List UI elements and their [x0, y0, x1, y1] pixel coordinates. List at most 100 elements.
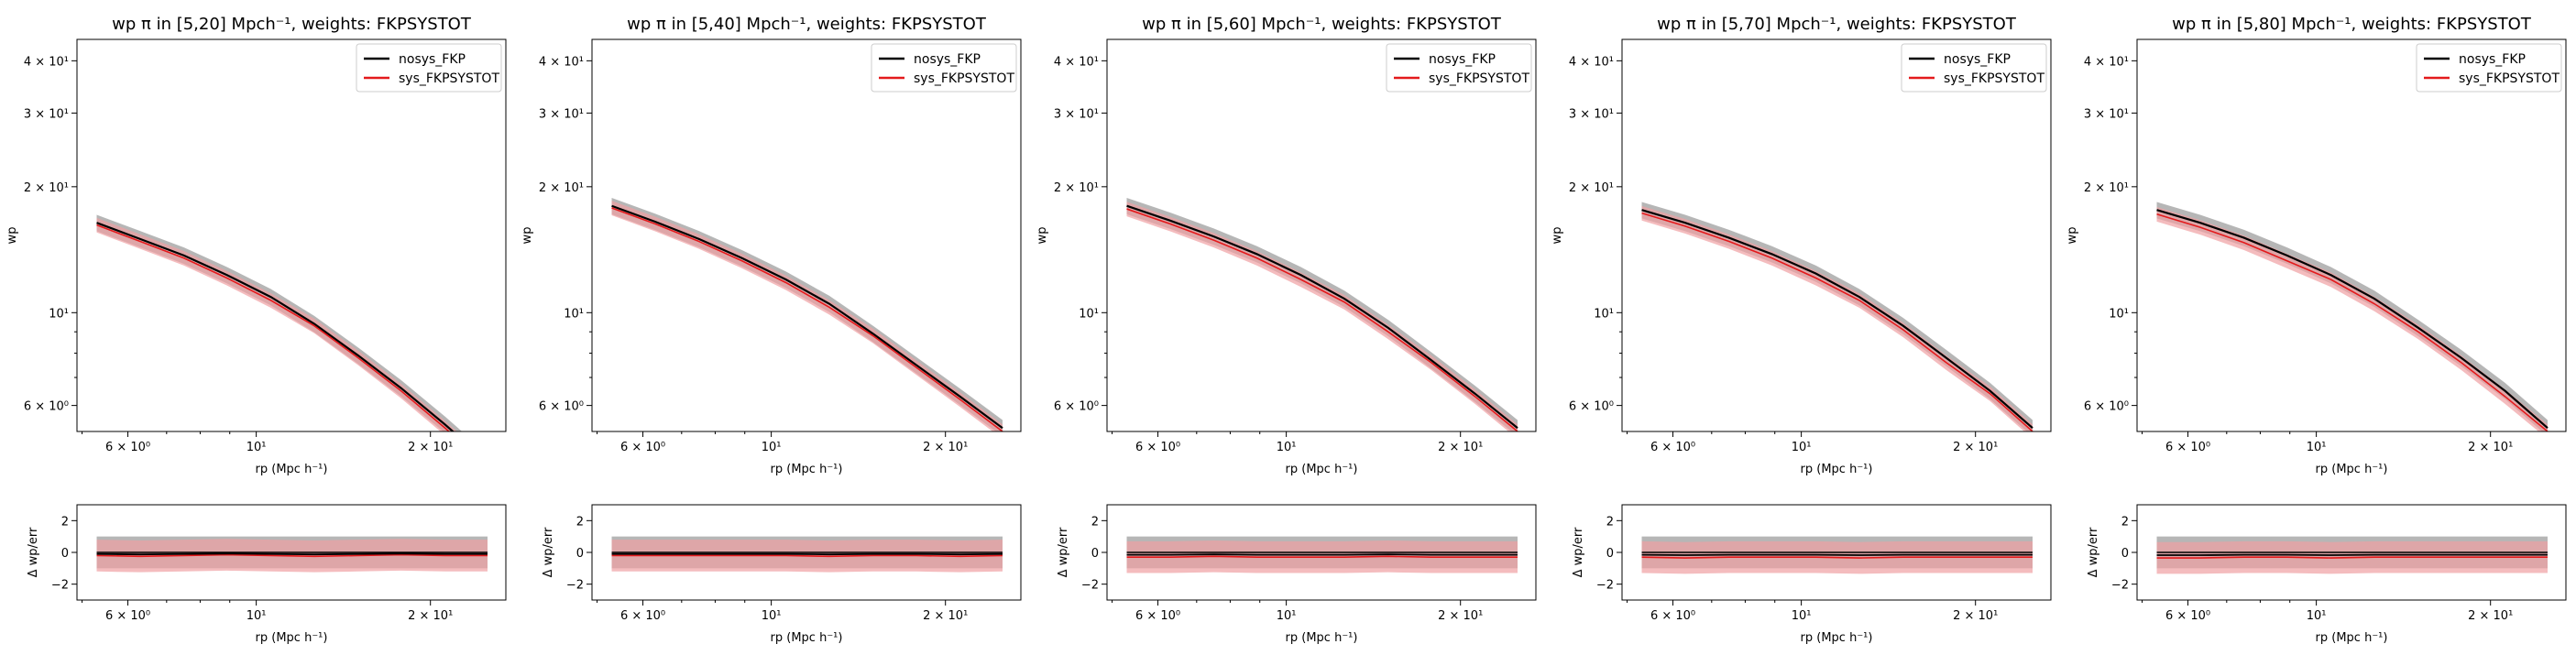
- legend-label: nosys_FKP: [1944, 52, 2011, 67]
- legend: nosys_FKP sys_FKPSYSTOT: [1386, 43, 1532, 93]
- series-line-nosys: [96, 222, 455, 431]
- residual-line-sys: [1126, 555, 1518, 559]
- series-line-sys: [611, 207, 1003, 431]
- y-tick-label: 3 × 10¹: [539, 107, 584, 121]
- sys-error-band: [96, 217, 457, 431]
- legend-label: nosys_FKP: [1429, 52, 1496, 67]
- x-axis-label: rp (Mpc h⁻¹): [256, 463, 328, 476]
- x-tick-label: 6 × 10⁰: [1650, 609, 1695, 623]
- y-tick-label: 4 × 10¹: [1569, 55, 1614, 69]
- residual-y-tick-label: 2: [1606, 515, 1614, 529]
- y-tick-label: 3 × 10¹: [1054, 107, 1099, 121]
- chart-panel: wp π in [5,20] Mpch⁻¹, weights: FKPSYSTO…: [5, 15, 507, 645]
- y-axis-label: wp: [1551, 227, 1564, 245]
- series-line-sys: [1126, 208, 1518, 431]
- y-tick-label: 6 × 10⁰: [1054, 400, 1099, 414]
- chart-panel: wp π in [5,40] Mpch⁻¹, weights: FKPSYSTO…: [521, 15, 1022, 645]
- chart-panel: wp π in [5,80] Mpch⁻¹, weights: FKPSYSTO…: [2066, 15, 2567, 645]
- legend: nosys_FKP sys_FKPSYSTOT: [356, 43, 502, 93]
- main-axes-frame: [1106, 38, 1537, 432]
- x-axis-label: rp (Mpc h⁻¹): [1801, 463, 1873, 476]
- y-tick-label: 3 × 10¹: [24, 107, 69, 121]
- legend-label: nosys_FKP: [2459, 52, 2526, 67]
- residual-y-axis-label: Δ wp/err: [542, 527, 555, 577]
- chart-title: wp π in [5,20] Mpch⁻¹, weights: FKPSYSTO…: [112, 15, 472, 34]
- x-tick-label: 6 × 10⁰: [1135, 441, 1180, 454]
- residual-y-tick-label: 2: [61, 515, 69, 529]
- legend-box: [356, 43, 502, 93]
- y-tick-label: 10¹: [2109, 307, 2129, 321]
- y-tick-label: 2 × 10¹: [1569, 181, 1614, 195]
- y-tick-label: 2 × 10¹: [1054, 181, 1099, 195]
- legend-label: sys_FKPSYSTOT: [2459, 71, 2560, 86]
- residual-x-axis-label: rp (Mpc h⁻¹): [2316, 631, 2388, 645]
- residual-y-axis-label: Δ wp/err: [1572, 527, 1585, 577]
- y-tick-label: 6 × 10⁰: [539, 400, 584, 414]
- y-tick-label: 4 × 10¹: [539, 55, 584, 69]
- y-tick-label: 10¹: [564, 307, 584, 321]
- x-tick-label: 6 × 10⁰: [620, 441, 665, 454]
- x-tick-label: 6 × 10⁰: [1650, 441, 1695, 454]
- y-tick-label: 10¹: [1079, 307, 1099, 321]
- x-tick-label: 2 × 10¹: [923, 609, 968, 623]
- residual-y-tick-label: 0: [61, 547, 69, 561]
- y-axis-label: wp: [5, 227, 19, 245]
- main-plot-area: [2156, 202, 2549, 431]
- main-plot-area: [1126, 197, 1518, 431]
- y-tick-label: 3 × 10¹: [1569, 107, 1614, 121]
- legend-label: nosys_FKP: [914, 52, 981, 67]
- y-axis-label: wp: [521, 227, 534, 245]
- series-line-sys: [2156, 213, 2549, 431]
- x-tick-label: 2 × 10¹: [1438, 609, 1483, 623]
- chart-title: wp π in [5,60] Mpch⁻¹, weights: FKPSYSTO…: [1142, 15, 1502, 34]
- series-line-nosys: [2156, 209, 2549, 430]
- legend-label: sys_FKPSYSTOT: [914, 71, 1014, 86]
- residual-y-tick-label: 0: [1606, 547, 1614, 561]
- legend-label: sys_FKPSYSTOT: [1429, 71, 1529, 86]
- y-tick-label: 2 × 10¹: [24, 181, 69, 195]
- y-tick-label: 3 × 10¹: [2084, 107, 2129, 121]
- y-axis-label: wp: [1036, 227, 1049, 245]
- main-plot-area: [1641, 202, 2033, 431]
- x-tick-label: 10¹: [247, 441, 267, 454]
- y-tick-label: 4 × 10¹: [1054, 55, 1099, 69]
- residual-y-axis-label: Δ wp/err: [27, 527, 40, 577]
- x-tick-label: 6 × 10⁰: [105, 441, 150, 454]
- legend-label: sys_FKPSYSTOT: [1944, 71, 2044, 86]
- residual-y-tick-label: −2: [566, 579, 584, 593]
- x-tick-label: 10¹: [2307, 609, 2327, 623]
- series-line-sys: [1641, 212, 2033, 431]
- x-tick-label: 10¹: [762, 609, 782, 623]
- x-tick-label: 10¹: [1277, 441, 1297, 454]
- residual-y-tick-label: −2: [1596, 579, 1614, 593]
- x-tick-label: 2 × 10¹: [2468, 441, 2513, 454]
- x-tick-label: 2 × 10¹: [923, 441, 968, 454]
- legend-box: [2416, 43, 2562, 93]
- main-plot-area: [96, 214, 463, 431]
- legend-label: nosys_FKP: [399, 52, 466, 67]
- x-tick-label: 10¹: [762, 441, 782, 454]
- y-tick-label: 10¹: [1594, 307, 1614, 321]
- residual-y-axis-label: Δ wp/err: [2087, 527, 2100, 577]
- residual-y-tick-label: 0: [2121, 547, 2129, 561]
- residual-plot-area: [1126, 536, 1518, 573]
- x-tick-label: 2 × 10¹: [1438, 441, 1483, 454]
- y-tick-label: 2 × 10¹: [2084, 181, 2129, 195]
- main-axes-frame: [76, 38, 507, 432]
- x-tick-label: 6 × 10⁰: [105, 609, 150, 623]
- sys-error-band: [1641, 205, 2033, 431]
- residual-x-axis-label: rp (Mpc h⁻¹): [256, 631, 328, 645]
- residual-y-tick-label: 0: [576, 547, 584, 561]
- legend-box: [871, 43, 1017, 93]
- x-tick-label: 10¹: [2307, 441, 2327, 454]
- residual-line-nosys: [96, 552, 488, 556]
- series-line-nosys: [1641, 209, 2033, 430]
- residual-line-sys: [611, 554, 1003, 558]
- y-tick-label: 4 × 10¹: [2084, 55, 2129, 69]
- sys-error-band: [2156, 206, 2548, 431]
- x-axis-label: rp (Mpc h⁻¹): [2316, 463, 2388, 476]
- x-tick-label: 6 × 10⁰: [2165, 441, 2210, 454]
- x-tick-label: 10¹: [247, 609, 267, 623]
- residual-y-axis-label: Δ wp/err: [1057, 527, 1070, 577]
